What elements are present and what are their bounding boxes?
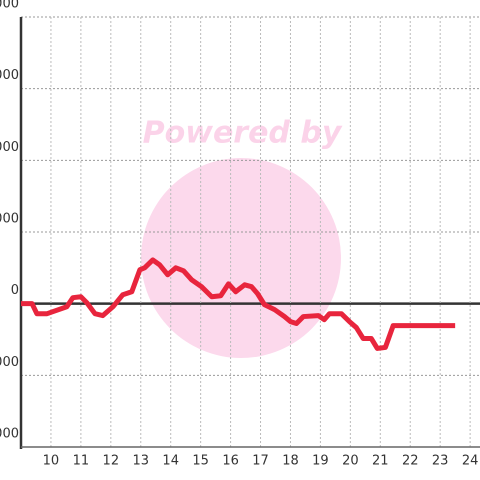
x-tick-label: 15 bbox=[192, 454, 209, 469]
x-tick-label: 22 bbox=[402, 454, 419, 469]
x-tick-label: 21 bbox=[372, 454, 389, 469]
y-tick-label: 3,000 bbox=[0, 212, 19, 227]
x-tick-label: 14 bbox=[162, 454, 179, 469]
y-tick-label: 12,000 bbox=[0, 0, 19, 12]
x-tick-label: 23 bbox=[432, 454, 449, 469]
y-tick-label: 6,000 bbox=[0, 140, 19, 155]
x-tick-label: 12 bbox=[103, 454, 120, 469]
watermark-logo bbox=[141, 158, 341, 358]
line bbox=[21, 257, 456, 351]
x-tick-label: 18 bbox=[282, 454, 299, 469]
y-tick-label: -6,000 bbox=[0, 427, 19, 442]
y-tick-label: 0 bbox=[11, 283, 19, 298]
x-tick-label: 16 bbox=[222, 454, 239, 469]
x-tick-label: 11 bbox=[73, 454, 90, 469]
x-tick-label: 17 bbox=[252, 454, 269, 469]
y-tick-label: -3,000 bbox=[0, 355, 19, 370]
x-tick-label: 13 bbox=[132, 454, 149, 469]
watermark-text: Powered by bbox=[143, 116, 343, 151]
x-tick-label: 10 bbox=[43, 454, 60, 469]
y-tick-label: 9,000 bbox=[0, 68, 19, 83]
x-tick-label: 19 bbox=[312, 454, 329, 469]
x-tick-label: 24 bbox=[462, 454, 479, 469]
x-tick-label: 20 bbox=[342, 454, 359, 469]
